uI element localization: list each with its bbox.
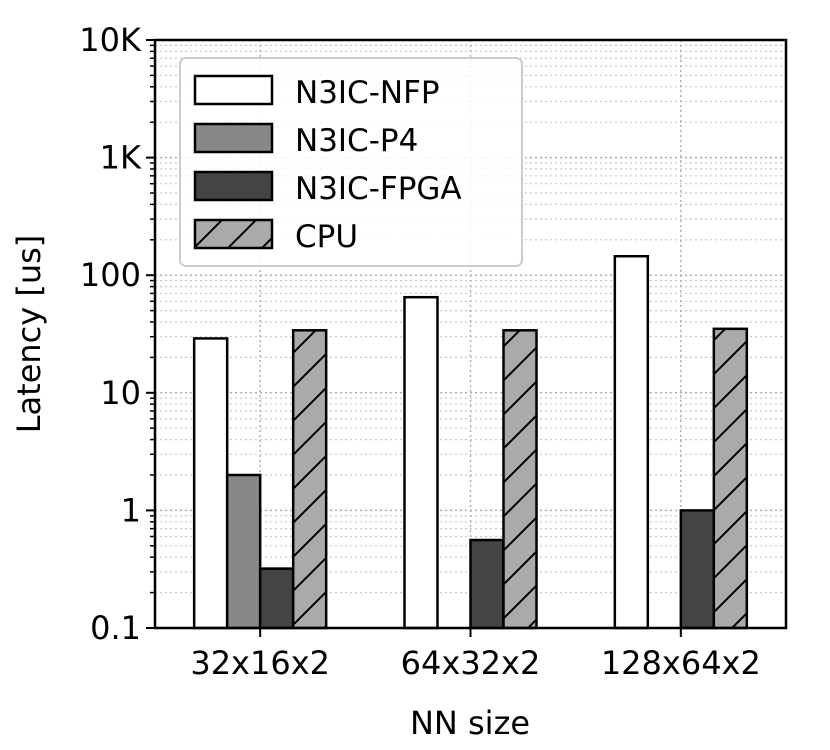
bar-cpu [502,329,538,630]
x-tick-label: 32x16x2 [190,644,330,682]
bar-cpu [712,327,749,630]
legend-box [179,57,523,267]
y-tick-label: 10 [100,374,141,412]
x-tick-label: 128x64x2 [601,644,761,682]
bar-n3ic-nfp [192,337,229,630]
legend-label: N3IC-P4 [295,123,418,159]
x-axis-title: NN size [410,704,530,742]
bar-cpu [291,329,328,630]
legend: N3IC-NFP N3IC-P4 N3IC-FPGA CPU [179,57,523,267]
y-tick-label: 1 [121,491,141,529]
y-axis: 0.1 1 10 100 1K 10K [79,21,155,647]
legend-label: CPU [295,219,358,255]
y-tick-label: 10K [79,21,142,59]
legend-swatch [193,218,274,250]
bar-n3ic-fpga [469,538,505,630]
y-tick-label: 1K [100,139,142,177]
bar-n3ic-nfp [403,295,439,630]
x-tick-label: 64x32x2 [401,644,541,682]
bar-n3ic-p4 [225,473,262,630]
legend-label: N3IC-FPGA [295,171,462,207]
bars [192,254,749,630]
legend-swatch [193,74,274,106]
y-tick-label: 0.1 [90,609,141,647]
y-tick-label: 100 [80,256,141,294]
bar-n3ic-nfp [613,254,650,630]
legend-label: N3IC-NFP [295,75,440,111]
legend-swatch [193,170,274,202]
bar-n3ic-fpga [679,509,716,630]
x-axis: 32x16x2 64x32x2 128x64x2 [190,628,761,682]
bar-n3ic-fpga [258,567,295,630]
y-axis-title: Latency [us] [10,235,48,434]
legend-swatch [193,122,274,154]
